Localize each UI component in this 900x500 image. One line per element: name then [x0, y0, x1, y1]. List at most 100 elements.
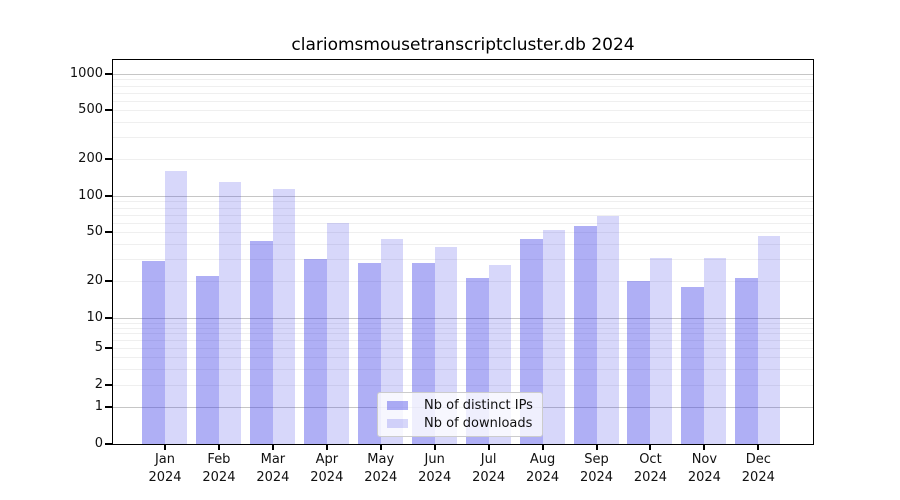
- x-tick-month: Jun: [424, 452, 445, 467]
- x-tick-year: 2024: [202, 470, 236, 485]
- x-tick-month: Dec: [745, 452, 771, 467]
- x-tick-month: Oct: [639, 452, 662, 467]
- x-tick-year: 2024: [418, 470, 452, 485]
- x-tick-label: May 2024: [349, 451, 413, 487]
- gridline-minor: [113, 159, 813, 160]
- x-tick-label: Nov 2024: [672, 451, 736, 487]
- bar-downloads: [650, 257, 673, 444]
- x-tick-label: Jul 2024: [457, 451, 521, 487]
- gridline-minor: [113, 281, 813, 282]
- y-tick-label: 10: [86, 310, 103, 325]
- x-tick-label: Jun 2024: [403, 451, 467, 487]
- y-tick-label: 100: [78, 188, 103, 203]
- y-tick-label: 1: [94, 399, 103, 414]
- x-tick-year: 2024: [633, 470, 667, 485]
- gridline-minor: [113, 327, 813, 329]
- chart-title: clariomsmousetranscriptcluster.db 2024: [291, 35, 635, 55]
- gridline-minor: [113, 110, 813, 111]
- y-tick-mark: [105, 406, 113, 408]
- gridline-minor: [113, 333, 813, 335]
- y-tick-mark: [105, 195, 113, 197]
- x-tick-mark: [217, 444, 220, 450]
- plot-area: Nb of distinct IPs Nb of downloads 0 1 2 5 1…: [70, 59, 814, 485]
- gridline-minor: [113, 368, 813, 370]
- gridline-major: [113, 318, 813, 319]
- gridline-major: [113, 74, 813, 75]
- y-tick-mark: [105, 109, 113, 111]
- x-tick-month: Sep: [584, 452, 609, 467]
- gridline-minor: [113, 222, 813, 224]
- gridline-minor: [113, 121, 813, 123]
- legend: Nb of distinct IPs Nb of downloads: [377, 392, 543, 437]
- gridline-minor: [113, 259, 813, 261]
- y-tick-mark: [105, 347, 113, 349]
- legend-label-distinct-ips: Nb of distinct IPs: [424, 398, 533, 413]
- gridline-minor: [113, 207, 813, 209]
- bar-downloads: [165, 170, 187, 444]
- x-tick-year: 2024: [256, 470, 290, 485]
- x-tick-month: Aug: [529, 452, 556, 467]
- x-tick-mark: [433, 444, 436, 450]
- x-tick-label: Dec 2024: [726, 451, 790, 487]
- y-tick-mark: [105, 231, 113, 233]
- x-tick-label: Oct 2024: [618, 451, 682, 487]
- x-tick-label: Mar 2024: [241, 451, 305, 487]
- gridline-minor: [113, 85, 813, 87]
- y-tick-label: 5: [94, 340, 103, 355]
- legend-label-downloads: Nb of downloads: [424, 416, 533, 431]
- x-tick-mark: [703, 444, 706, 450]
- y-tick-label: 0: [94, 436, 103, 451]
- legend-item-downloads: Nb of downloads: [387, 416, 533, 431]
- gridline-minor: [113, 357, 813, 358]
- bar-distinct-ips: [627, 281, 651, 444]
- bar-distinct-ips: [142, 261, 165, 444]
- x-tick-mark: [487, 444, 490, 450]
- bar-distinct-ips: [303, 259, 327, 444]
- y-tick-mark: [105, 384, 113, 386]
- y-tick-mark: [105, 280, 113, 282]
- x-tick-year: 2024: [310, 470, 344, 485]
- x-tick-label: Apr 2024: [295, 451, 359, 487]
- x-tick-month: Jul: [480, 452, 497, 467]
- gridline-minor: [113, 92, 813, 94]
- gridline-minor: [113, 243, 813, 245]
- x-tick-mark: [757, 444, 760, 450]
- gridline-minor: [113, 137, 813, 139]
- x-tick-year: 2024: [472, 470, 506, 485]
- x-tick-month: Apr: [315, 452, 339, 467]
- y-tick-mark: [105, 443, 113, 445]
- gridline-minor: [113, 214, 813, 216]
- bar-downloads: [758, 236, 781, 444]
- x-tick-mark: [595, 444, 598, 450]
- y-tick-label: 500: [78, 102, 103, 117]
- legend-swatch-downloads: [387, 419, 408, 428]
- gridline-minor: [113, 348, 813, 349]
- bar-downloads: [596, 216, 619, 444]
- gridline-minor: [113, 232, 813, 233]
- gridline-minor: [113, 79, 813, 81]
- gridline-minor: [113, 385, 813, 386]
- x-tick-mark: [271, 444, 274, 450]
- y-tick-label: 20: [86, 273, 103, 288]
- x-tick-year: 2024: [741, 470, 775, 485]
- x-tick-mark: [379, 444, 382, 450]
- gridline-minor: [113, 100, 813, 102]
- x-tick-month: Nov: [691, 452, 718, 467]
- x-tick-label: Jan 2024: [133, 451, 197, 487]
- bar-downloads: [218, 181, 241, 444]
- bar-distinct-ips: [195, 275, 219, 444]
- x-tick-label: Aug 2024: [511, 451, 575, 487]
- y-tick-label: 50: [86, 224, 103, 239]
- bar-downloads: [272, 188, 295, 444]
- x-tick-year: 2024: [526, 470, 560, 485]
- gridline-major: [113, 196, 813, 197]
- x-tick-year: 2024: [364, 470, 398, 485]
- x-tick-month: Jan: [154, 452, 176, 467]
- y-tick-mark: [105, 73, 113, 75]
- legend-item-distinct-ips: Nb of distinct IPs: [387, 398, 533, 413]
- y-tick-mark: [105, 158, 113, 160]
- x-tick-mark: [649, 444, 652, 450]
- bar-distinct-ips: [681, 286, 705, 444]
- x-tick-label: Sep 2024: [565, 451, 629, 487]
